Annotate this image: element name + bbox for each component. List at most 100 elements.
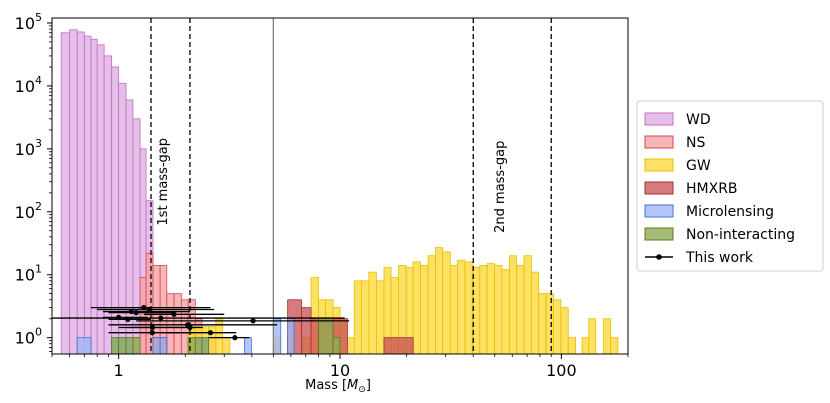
y-tick-label: 100 [15, 326, 42, 348]
x-tick-label: 100 [546, 361, 577, 380]
bar-non-interacting [187, 337, 196, 355]
y-tick-base: 10 [15, 77, 35, 96]
y-tick-exponent: 3 [35, 137, 42, 150]
data-point [147, 306, 153, 313]
series-wd [60, 29, 154, 355]
bar-hmxrb [310, 318, 319, 355]
data-point [133, 310, 139, 316]
data-point [250, 318, 256, 324]
data-point [149, 330, 155, 336]
x-tick-label: 10 [330, 361, 350, 380]
bar-microlensing [76, 337, 92, 355]
y-tick-label: 103 [15, 137, 42, 159]
legend-item-this-work: This work [645, 250, 754, 266]
y-tick-base: 10 [15, 266, 35, 285]
bar-gw [353, 280, 362, 355]
data-point [207, 330, 214, 336]
this-work-point [127, 324, 203, 331]
bar-non-interacting [201, 337, 210, 355]
bar-microlensing [272, 318, 282, 355]
y-tick-base: 10 [15, 203, 35, 222]
bar-non-interacting [318, 318, 334, 355]
bar-ns [145, 252, 154, 355]
x-axis-label-prefix: Mass [ [305, 378, 347, 393]
legend-item-ns: NS [644, 135, 705, 151]
this-work-point [108, 330, 195, 336]
legend-label: HMXRB [686, 181, 738, 197]
y-tick-label: 105 [15, 11, 42, 33]
this-work-point [108, 316, 151, 323]
y-tick-label: 102 [15, 200, 42, 222]
bar-wd [76, 31, 85, 355]
bar-gw [501, 269, 510, 355]
bar-non-interacting [118, 337, 127, 355]
this-work-point [143, 311, 225, 317]
bar-gw [523, 255, 532, 355]
bar-wd [69, 29, 78, 355]
y-tick-exponent: 1 [35, 263, 42, 276]
bar-gw [486, 263, 495, 355]
this-work-point [108, 310, 176, 316]
legend-item-hmxrb: HMXRB [644, 181, 738, 197]
y-tick-exponent: 0 [35, 326, 42, 339]
data-point [187, 324, 193, 331]
data-point [171, 311, 177, 317]
bar-microlensing [287, 318, 295, 355]
bar-gw [603, 318, 612, 355]
y-tick-exponent: 4 [35, 74, 42, 87]
bar-gw [420, 265, 429, 355]
bar-non-interacting [111, 337, 120, 355]
bar-gw [412, 261, 421, 355]
bar-ns [139, 277, 147, 355]
legend-label: Non-interacting [686, 227, 795, 243]
bar-gw [508, 255, 518, 355]
bar-hmxrb [383, 337, 414, 355]
bar-gw [449, 265, 459, 355]
bar-gw [427, 255, 436, 355]
bar-gw [545, 293, 554, 355]
bar-gw [610, 337, 619, 355]
data-point [158, 315, 164, 321]
bar-gw [588, 318, 597, 355]
x-axis-ticks: 1 10 100 [51, 354, 629, 380]
bar-gw [435, 247, 444, 355]
annotation-first-mass-gap: 1st mass-gap [156, 138, 171, 226]
bar-gw [442, 251, 451, 355]
this-work-points [52, 305, 350, 341]
bar-gw [346, 337, 355, 355]
bar-hmxrb [301, 307, 312, 355]
legend-swatch [644, 204, 674, 218]
bar-gw [215, 318, 224, 355]
this-work-point [208, 335, 250, 341]
legend-label: Microlensing [686, 204, 774, 220]
legend-item-microlensing: Microlensing [644, 204, 774, 220]
bar-gw [560, 307, 569, 355]
legend-item-wd: WD [644, 112, 711, 128]
y-tick-label: 104 [15, 74, 42, 96]
bar-gw [479, 265, 488, 355]
y-tick-label: 101 [15, 263, 42, 285]
y-tick-exponent: 2 [35, 200, 42, 213]
x-axis-label-suffix: ] [366, 378, 371, 393]
bar-wd [90, 38, 98, 355]
bar-wd [83, 35, 92, 355]
x-axis-label-subscript: ⊙ [358, 385, 366, 395]
legend-label: This work [685, 250, 754, 266]
legend-label: GW [686, 158, 711, 174]
bar-gw [375, 280, 385, 355]
bar-gw [516, 265, 525, 355]
bar-gw [567, 337, 577, 355]
bar-microlensing [159, 337, 168, 355]
x-axis-label-symbol: M [347, 378, 358, 393]
annotation-second-mass-gap: 2nd mass-gap [493, 141, 508, 233]
bar-gw [222, 337, 231, 355]
legend-label: NS [686, 135, 705, 151]
legend-swatch-marker [656, 254, 662, 260]
legend-swatch [644, 227, 674, 241]
bar-microlensing [152, 337, 161, 355]
data-point [232, 335, 238, 341]
bar-gw [581, 337, 590, 355]
x-tick-label: 1 [114, 361, 124, 380]
legend-label: WD [686, 112, 711, 128]
